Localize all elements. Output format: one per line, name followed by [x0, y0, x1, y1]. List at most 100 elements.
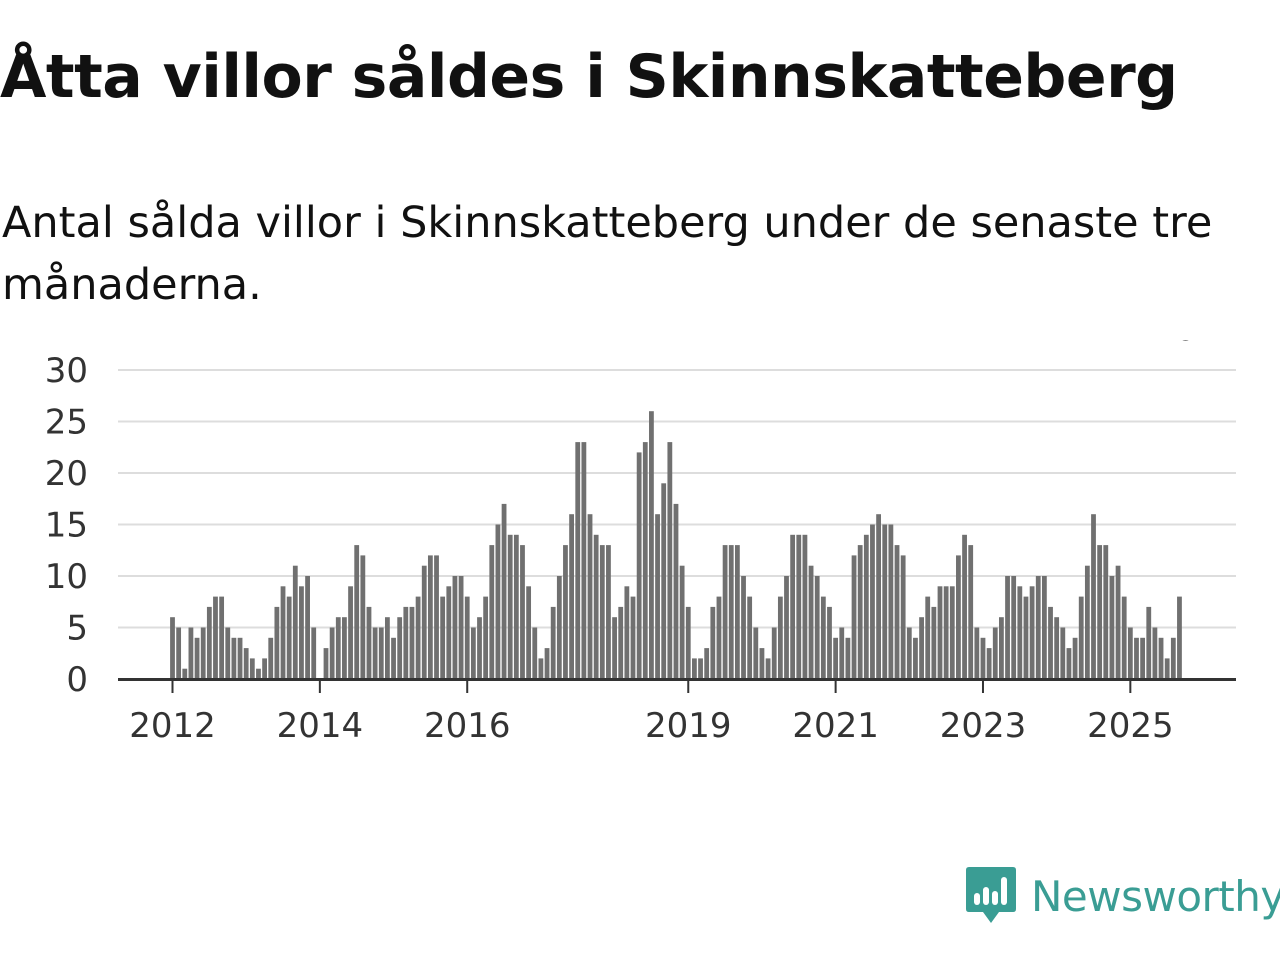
- bar: [1146, 606, 1152, 679]
- bar: [262, 658, 267, 679]
- bar: [1017, 586, 1023, 679]
- y-tick-label: 15: [45, 506, 88, 546]
- bar: [446, 586, 452, 679]
- bar: [747, 596, 753, 679]
- bar: [728, 545, 734, 679]
- bar: [814, 576, 820, 679]
- bar: [563, 545, 568, 679]
- bar: [292, 565, 298, 679]
- x-tick-label: 2023: [940, 706, 1027, 746]
- bar: [385, 617, 390, 679]
- bar: [661, 483, 667, 679]
- bar: [323, 648, 329, 679]
- y-tick-label: 25: [45, 403, 88, 443]
- data-label: 8: [1176, 340, 1195, 348]
- bar: [550, 606, 556, 679]
- bar: [765, 658, 771, 679]
- bar: [1170, 637, 1176, 679]
- bar: [507, 534, 513, 679]
- bar: [354, 545, 360, 679]
- bar: [685, 606, 691, 679]
- bar: [618, 606, 624, 679]
- bar: [1011, 576, 1017, 679]
- x-tick-label: 2025: [1087, 706, 1174, 746]
- y-tick-label: 20: [45, 454, 88, 494]
- bar: [532, 627, 538, 679]
- bar: [968, 545, 974, 679]
- bar: [1078, 596, 1084, 679]
- bar: [606, 545, 611, 679]
- bar: [311, 627, 317, 679]
- bar: [299, 586, 304, 679]
- bar: [655, 514, 660, 679]
- bar: [421, 565, 427, 679]
- bar: [986, 648, 992, 679]
- bar: [876, 514, 881, 679]
- bar: [796, 534, 802, 679]
- bar: [1035, 576, 1041, 679]
- bar: [1041, 576, 1047, 679]
- bar: [845, 637, 851, 679]
- bar: [329, 627, 335, 679]
- x-tick-label: 2012: [129, 706, 216, 746]
- bar: [489, 545, 495, 679]
- y-tick-label: 10: [45, 557, 88, 597]
- bar: [833, 637, 839, 679]
- bar: [513, 534, 519, 679]
- bar: [575, 442, 581, 679]
- bar: [820, 596, 826, 679]
- bar: [335, 617, 341, 679]
- bar: [231, 637, 237, 679]
- bar: [931, 606, 937, 679]
- bar: [274, 606, 280, 679]
- bar: [870, 524, 875, 679]
- bar: [200, 627, 206, 679]
- bar: [188, 627, 194, 679]
- bar: [937, 586, 943, 679]
- bar: [894, 545, 900, 679]
- bar: [249, 658, 255, 679]
- bar: [464, 596, 470, 679]
- bar: [280, 586, 286, 679]
- bar: [913, 637, 918, 679]
- bar: [716, 596, 722, 679]
- bar: [452, 576, 458, 679]
- bar: [992, 627, 998, 679]
- bar: [1072, 637, 1078, 679]
- bar: [520, 545, 525, 679]
- newsworthy-logo-icon: [966, 867, 1016, 923]
- bar: [636, 452, 642, 679]
- bar: [943, 586, 949, 679]
- bar: [642, 442, 648, 679]
- bar: [919, 617, 924, 679]
- bar: [206, 606, 212, 679]
- bar: [710, 606, 716, 679]
- bar: [949, 586, 955, 679]
- bar: [1164, 658, 1170, 679]
- bar: [305, 576, 310, 679]
- bar: [882, 524, 888, 679]
- bar: [1158, 637, 1164, 679]
- bar: [734, 545, 740, 679]
- bar: [477, 617, 482, 679]
- bar: [612, 617, 617, 679]
- bar: [925, 596, 931, 679]
- bar: [1054, 617, 1060, 679]
- bar: [1023, 596, 1029, 679]
- bar: [366, 606, 372, 679]
- bar: [1177, 596, 1182, 679]
- bar: [434, 555, 439, 679]
- bar: [372, 627, 378, 679]
- bar: [397, 617, 403, 679]
- bar: [593, 534, 599, 679]
- brand-logo[interactable]: Newsworthy: [965, 864, 1280, 928]
- bar: [759, 648, 765, 679]
- bar: [777, 596, 783, 679]
- bar: [1060, 627, 1066, 679]
- bar: [599, 545, 605, 679]
- bar: [784, 576, 789, 679]
- bar: [624, 586, 630, 679]
- bar: [630, 596, 636, 679]
- bar: [1140, 637, 1146, 679]
